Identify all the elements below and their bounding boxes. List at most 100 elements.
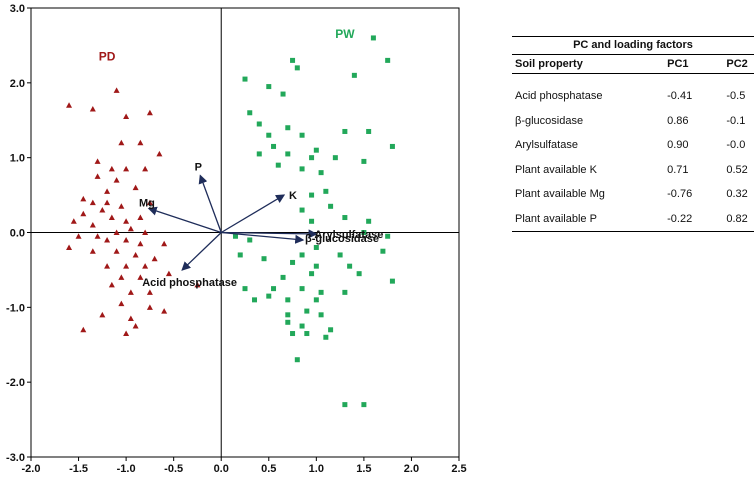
loading-vector — [220, 194, 286, 234]
cell-property: Plant available Mg — [515, 188, 605, 201]
pd-point — [151, 255, 158, 262]
pd-point — [146, 109, 153, 116]
cell-pc2: -0.1 — [726, 114, 746, 127]
cell-property: Arylsulfatase — [515, 139, 578, 152]
pw-point — [385, 233, 391, 239]
pd-point — [113, 229, 120, 235]
pd-point — [80, 326, 87, 333]
cell-property: Plant available P — [515, 212, 597, 225]
pw-point — [304, 331, 310, 337]
pw-point — [280, 274, 286, 280]
loading-label: Acid phosphatase — [142, 277, 237, 289]
table-row: Plant available Mg -0.76 0.32 — [512, 182, 754, 207]
y-tick-label: 3.0 — [10, 3, 25, 15]
pw-point — [328, 203, 334, 209]
pd-point — [123, 218, 130, 224]
loading-vector — [221, 229, 318, 239]
pd-point — [123, 236, 130, 243]
x-tick-label: -1.5 — [69, 463, 88, 475]
loading-vector — [181, 232, 222, 271]
pw-point — [232, 233, 238, 239]
table-row: β-glucosidase 0.86 -0.1 — [512, 109, 754, 134]
pw-point — [351, 72, 357, 78]
pw-point — [347, 263, 353, 269]
pd-point — [113, 248, 120, 254]
cell-pc2: 0.52 — [726, 163, 748, 176]
pw-point — [256, 151, 262, 157]
pd-point — [161, 308, 168, 314]
table-header: Soil property PC1 PC2 — [512, 54, 754, 74]
pd-point — [94, 173, 101, 179]
pd-point — [94, 233, 101, 239]
x-tick-label: -2.0 — [22, 463, 41, 475]
pw-point — [256, 121, 262, 127]
pd-point — [75, 233, 82, 239]
cell-property: Plant available K — [515, 163, 597, 176]
loading-label: P — [195, 162, 202, 174]
pd-point — [89, 199, 96, 206]
pd-point — [146, 199, 153, 206]
x-tick-label: 2.5 — [451, 463, 466, 475]
pd-point — [66, 244, 73, 250]
pd-point — [104, 236, 111, 243]
pd-point — [104, 263, 111, 269]
pw-point — [252, 297, 258, 303]
pd-point — [108, 214, 115, 221]
pd-point — [108, 165, 115, 172]
x-tick-label: -1.0 — [117, 463, 136, 475]
pw-point — [313, 244, 319, 250]
cell-pc2: -0.0 — [726, 139, 746, 152]
table-row: Acid phosphatase -0.41 -0.5 — [512, 84, 754, 109]
table-row: Arylsulfatase 0.90 -0.0 — [512, 133, 754, 158]
pw-point — [309, 192, 315, 198]
pd-point — [113, 177, 120, 183]
pd-point — [132, 251, 139, 258]
pw-point — [304, 308, 310, 314]
pd-point — [137, 274, 144, 280]
pw-point — [299, 286, 305, 292]
pw-point — [242, 286, 248, 292]
pd-point — [118, 274, 125, 280]
cell-pc1: -0.76 — [667, 188, 693, 201]
pw-point — [247, 237, 253, 243]
group-label-pd: PD — [99, 49, 116, 63]
y-tick-label: 1.0 — [10, 153, 25, 165]
pd-point — [99, 207, 106, 213]
y-tick-label: 2.0 — [10, 78, 25, 90]
table-title: PC and loading factors — [512, 36, 754, 54]
x-tick-label: 1.0 — [309, 463, 324, 475]
loading-vector — [221, 231, 305, 244]
pw-point — [361, 402, 367, 408]
pw-point — [261, 256, 267, 262]
pw-point — [356, 271, 362, 277]
pw-point — [271, 286, 277, 292]
pd-point — [80, 195, 87, 202]
y-tick-label: 0.0 — [10, 228, 25, 240]
pd-point — [118, 203, 125, 209]
cell-pc1: 0.90 — [667, 139, 689, 152]
pw-point — [237, 252, 243, 258]
pd-point — [104, 188, 111, 194]
pw-point — [361, 230, 367, 235]
cell-pc1: 0.86 — [667, 114, 689, 127]
pw-point — [361, 158, 367, 164]
loading-factors-table: PC and loading factors Soil property PC1… — [512, 36, 754, 232]
pw-point — [299, 323, 305, 329]
pd-point — [123, 263, 130, 269]
pw-point — [323, 334, 329, 340]
pw-point — [299, 132, 305, 138]
pd-point — [132, 323, 139, 329]
pw-point — [313, 147, 319, 153]
pd-point — [142, 229, 149, 235]
pw-point — [285, 125, 291, 131]
loading-vector — [198, 174, 222, 233]
pw-point — [290, 259, 296, 265]
pd-point — [89, 222, 96, 228]
table-body: Acid phosphatase -0.41 -0.5 β-glucosidas… — [512, 74, 754, 232]
pd-point — [194, 281, 201, 288]
pd-point — [146, 289, 153, 295]
pw-point — [285, 319, 291, 325]
pd-point — [80, 210, 87, 217]
col-header-pc2: PC2 — [726, 58, 748, 70]
pd-point — [137, 139, 144, 146]
